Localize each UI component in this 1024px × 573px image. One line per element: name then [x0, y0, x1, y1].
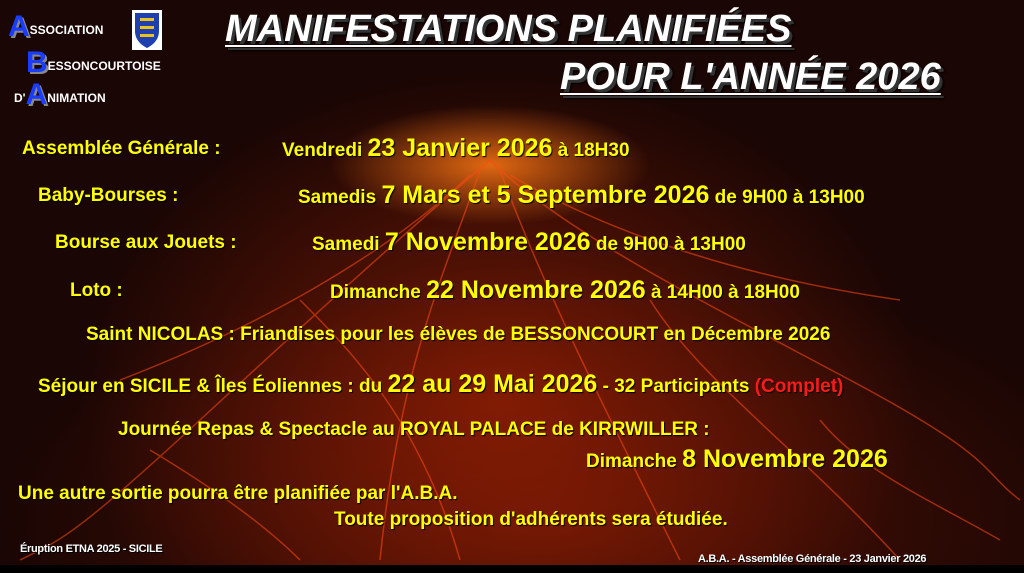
event-kirrwiller: Journée Repas & Spectacle au ROYAL PALAC… [118, 419, 710, 440]
event-pre: Samedis [298, 187, 382, 208]
event-date-main: 8 Novembre 2026 [682, 445, 888, 473]
event-time: à 14H00 à 18H00 [645, 282, 800, 303]
event-label: Bourse aux Jouets : [55, 232, 237, 253]
event-date: Samedis 7 Mars et 5 Septembre 2026 de 9H… [298, 181, 865, 210]
event-time: de 9H00 à 13H00 [590, 234, 746, 255]
event-pre: Vendredi [282, 140, 368, 161]
event-date: Dimanche 8 Novembre 2026 [586, 445, 888, 474]
logo-cap-a: A [8, 10, 30, 43]
event-pre: Dimanche [586, 451, 683, 472]
event-date-main: 7 Mars et 5 Septembre 2026 [381, 181, 710, 209]
event-date-main: 23 Janvier 2026 [367, 134, 553, 162]
event-time: de 9H00 à 13H00 [709, 187, 865, 208]
bottom-bar [0, 565, 1024, 573]
event-pre: Séjour en SICILE & Îles Éoliennes : du [38, 376, 388, 397]
event-participants: - 32 Participants [597, 376, 755, 397]
event-pre: Samedi [312, 234, 385, 255]
event-sejour-sicile: Séjour en SICILE & Îles Éoliennes : du 2… [38, 370, 843, 399]
coat-of-arms-icon [132, 10, 162, 50]
logo-line-association: ASSOCIATION [8, 10, 103, 44]
logo-text: SSOCIATION [29, 23, 104, 37]
title-line-1: MANIFESTATIONS PLANIFIÉES [225, 8, 792, 50]
event-pre: Dimanche [330, 282, 427, 303]
title-line-2: POUR L'ANNÉE 2026 [560, 56, 941, 98]
logo-text: NIMATION [47, 91, 106, 105]
footer-assembly-note: A.B.A. - Assemblée Générale - 23 Janvier… [698, 553, 927, 565]
note-line-1: Une autre sortie pourra être planifiée p… [18, 483, 458, 504]
logo-line-animation: D'ANIMATION [14, 78, 106, 112]
note-line-2: Toute proposition d'adhérents sera étudi… [334, 509, 728, 530]
logo-text: D' [14, 91, 26, 105]
logo-cap-b: B [26, 46, 48, 79]
event-date-main: 22 au 29 Mai 2026 [387, 370, 598, 398]
event-date-main: 7 Novembre 2026 [384, 228, 591, 256]
event-saint-nicolas: Saint NICOLAS : Friandises pour les élèv… [86, 324, 831, 345]
event-label: Assemblée Générale : [22, 138, 221, 159]
logo-text: ESSONCOURTOISE [47, 59, 161, 73]
event-date: Samedi 7 Novembre 2026 de 9H00 à 13H00 [312, 228, 746, 257]
event-date: Vendredi 23 Janvier 2026 à 18H30 [282, 134, 630, 163]
status-complet: (Complet) [754, 376, 844, 397]
logo-cap-a2: A [25, 78, 48, 111]
event-label: Loto : [70, 280, 123, 301]
event-date: Dimanche 22 Novembre 2026 à 14H00 à 18H0… [330, 276, 800, 305]
event-label: Baby-Bourses : [38, 185, 179, 206]
logo-line-bessoncourtoise: BESSONCOURTOISE [26, 46, 161, 80]
footer-photo-caption: Éruption ETNA 2025 - SICILE [20, 543, 163, 555]
event-time: à 18H30 [552, 140, 630, 161]
event-date-main: 22 Novembre 2026 [426, 276, 646, 304]
